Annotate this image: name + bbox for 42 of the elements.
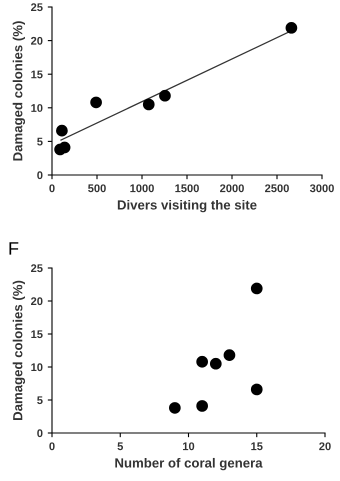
x-axis-title: Number of coral genera — [115, 458, 263, 470]
x-tick-label: 3000 — [310, 184, 334, 192]
point — [196, 400, 208, 412]
x-tick-label: 1000 — [130, 184, 154, 192]
x-tick-label: 500 — [88, 184, 106, 192]
y-tick-label: 0 — [37, 429, 43, 438]
y-tick-label: 5 — [37, 396, 43, 404]
x-tick-label: 20 — [319, 442, 331, 450]
y-tick-label: 20 — [31, 297, 43, 306]
y-axis-title: Damaged colonies (%) — [12, 21, 26, 160]
y-tick-label: 15 — [31, 70, 43, 78]
point — [169, 402, 181, 414]
y-tick-label: 10 — [31, 363, 43, 372]
y-tick-label: 15 — [31, 330, 43, 338]
point — [210, 358, 222, 370]
point — [250, 384, 263, 396]
y-tick-label: 0 — [37, 171, 43, 180]
x-tick-label: 5 — [118, 442, 124, 450]
x-tick-label: 10 — [183, 442, 194, 450]
point — [286, 22, 298, 34]
point — [58, 142, 70, 154]
point — [159, 90, 171, 102]
x-tick-label: 0 — [49, 442, 55, 450]
x-tick-label: 15 — [251, 442, 263, 450]
point — [250, 282, 263, 294]
y-tick-label: 20 — [31, 36, 43, 45]
x-tick-label: 2500 — [265, 184, 289, 192]
point — [224, 349, 236, 361]
chart-title: F — [9, 242, 18, 255]
x-tick-label: 1500 — [175, 184, 199, 192]
x-tick-label: 2000 — [220, 184, 244, 192]
y-tick-label: 5 — [37, 138, 43, 146]
x-tick-label: 0 — [49, 184, 55, 192]
point — [142, 98, 155, 110]
y-tick-label: 10 — [31, 104, 43, 112]
point — [56, 124, 68, 136]
y-axis-title: Damaged colonies (%) — [12, 280, 26, 420]
x-axis-title: Divers visiting the site — [118, 200, 257, 212]
point — [196, 356, 208, 368]
y-tick-label: 25 — [31, 3, 43, 12]
point — [90, 96, 102, 108]
y-tick-label: 25 — [31, 264, 43, 272]
